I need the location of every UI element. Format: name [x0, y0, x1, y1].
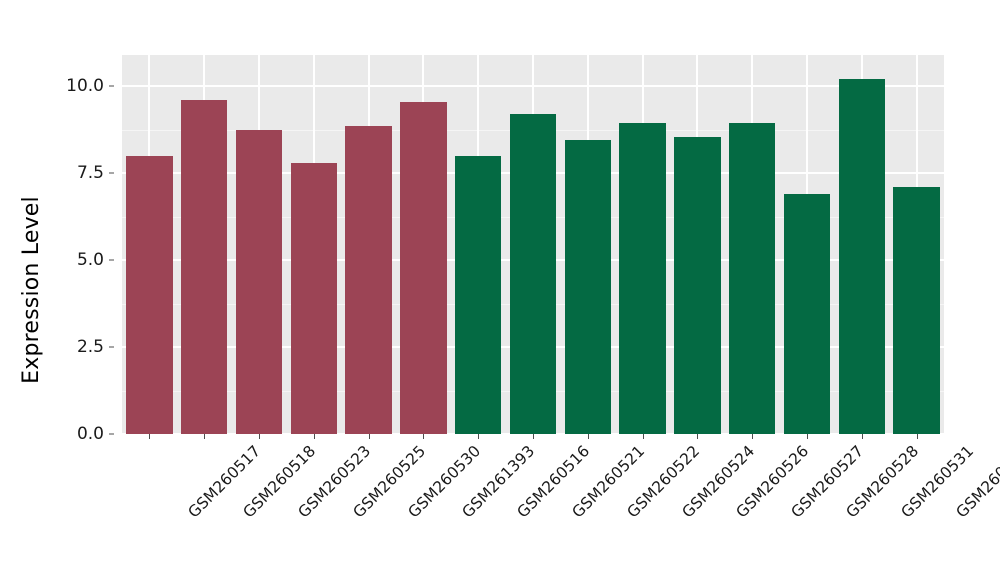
bar[interactable] [619, 122, 666, 434]
bar[interactable] [455, 155, 502, 434]
y-axis-tick-label: 7.5 [76, 163, 104, 184]
x-axis-tick-mark [861, 434, 863, 439]
x-axis-tick-mark [259, 434, 260, 439]
bar[interactable] [126, 155, 173, 434]
y-axis-tick-mark [109, 433, 114, 435]
y-axis-tick-mark [109, 85, 114, 87]
bar[interactable] [509, 114, 557, 434]
y-axis-tick-label: 2.5 [76, 337, 104, 358]
y-axis-tick-mark [109, 346, 114, 348]
x-axis-tick-labels: GSM260517 GSM260518 GSM260523 GSM260525 GSM2… [122, 442, 1000, 580]
bar[interactable] [783, 194, 831, 434]
plot-panel [122, 55, 944, 434]
bar[interactable] [290, 162, 337, 434]
x-axis-tick-mark [642, 434, 644, 439]
bar[interactable] [181, 100, 228, 434]
y-axis-tick-labels: 0.0 2.5 5.0 7.5 10.0 [62, 55, 114, 444]
y-axis-tick-label: 5.0 [76, 250, 104, 271]
bar[interactable] [564, 140, 611, 434]
y-axis-tick-mark [109, 172, 114, 174]
bar[interactable] [674, 136, 721, 434]
bar[interactable] [729, 122, 776, 434]
x-axis-tick-mark [587, 434, 589, 439]
x-axis-tick-marks [122, 434, 944, 442]
x-axis-tick-mark [149, 434, 151, 439]
x-axis-tick-mark [697, 434, 699, 439]
x-axis-tick-mark [752, 434, 754, 439]
x-axis-tick-mark [423, 434, 425, 439]
bar[interactable] [893, 187, 940, 434]
x-axis-tick-mark [916, 434, 918, 439]
bar[interactable] [400, 101, 447, 434]
bar[interactable] [235, 129, 283, 434]
bar[interactable] [838, 79, 885, 434]
x-axis-tick-mark [533, 434, 534, 439]
x-axis-tick-mark [204, 434, 206, 439]
y-axis-tick-label: 0.0 [76, 424, 104, 444]
x-axis-tick-mark [478, 434, 480, 439]
y-axis-tick-mark [109, 259, 114, 261]
y-axis-title: Expression Level [18, 196, 44, 384]
y-axis-tick-label: 10.0 [66, 76, 104, 97]
x-axis-tick-mark [807, 434, 808, 439]
x-axis-tick-mark [368, 434, 370, 439]
bar[interactable] [345, 126, 392, 434]
x-axis-tick-mark [313, 434, 315, 439]
